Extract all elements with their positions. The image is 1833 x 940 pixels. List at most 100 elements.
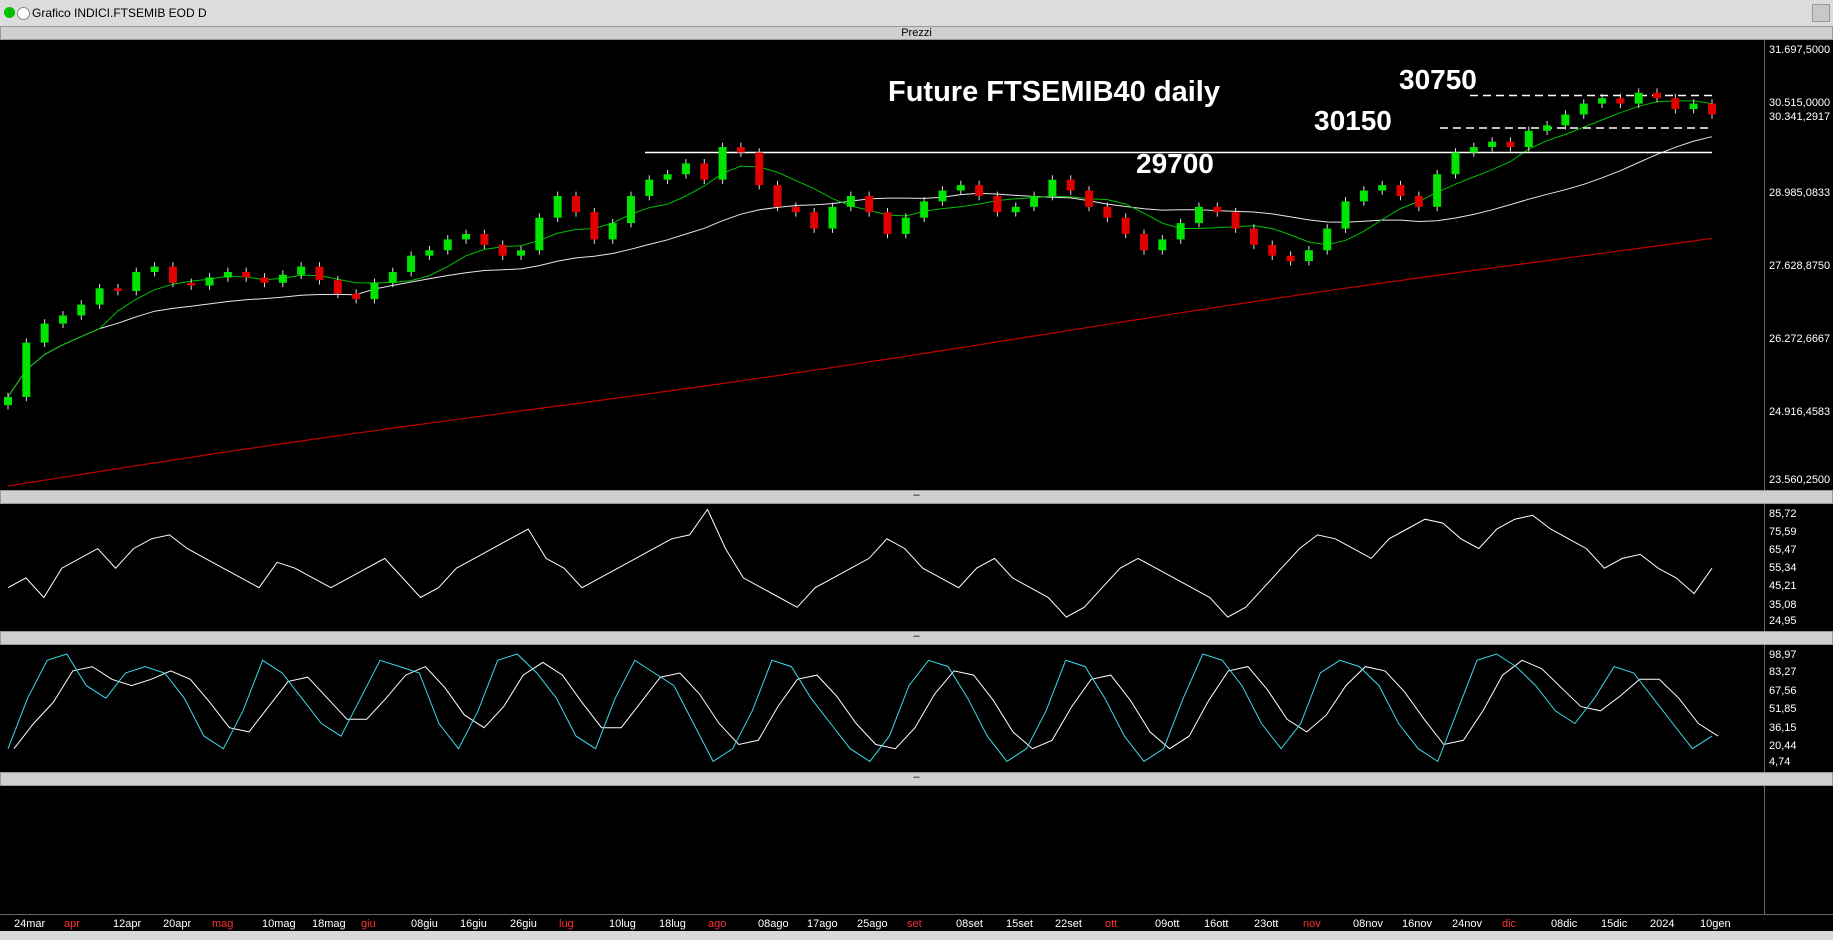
collapse-icon[interactable]: –: [913, 630, 920, 642]
candle-body: [700, 163, 709, 180]
price-pane[interactable]: [0, 40, 1764, 490]
price-axis[interactable]: 31.697,5000 30.515,0000 30.341,2917 28.9…: [1764, 40, 1833, 490]
time-axis-label: giu: [361, 918, 376, 930]
time-axis-label: 16nov: [1402, 918, 1432, 930]
price-tick: 27.628,8750: [1769, 260, 1831, 272]
time-axis-label: 23ott: [1254, 918, 1279, 930]
time-axis-label: 2024: [1650, 918, 1675, 930]
candle-body: [920, 201, 929, 218]
stoch-tick: 98,97: [1769, 649, 1797, 661]
candle-body: [1194, 206, 1203, 224]
rsi-line: [7, 508, 1713, 618]
stochastic-chart[interactable]: [0, 645, 1764, 772]
time-axis[interactable]: 24mar apr 12apr 20apr mag 10mag 18mag giu 08giu 1…: [0, 914, 1833, 932]
candle-body: [1671, 98, 1680, 110]
ma-long-line: [7, 237, 1713, 487]
chart-title-annotation: Future FTSEMIB40 daily: [888, 76, 1220, 108]
window-status-icon[interactable]: [4, 7, 15, 18]
candle-body: [1543, 125, 1552, 131]
rsi-tick: 24,95: [1769, 615, 1797, 627]
time-axis-label: 10lug: [609, 918, 636, 930]
candle-body: [443, 239, 452, 251]
candle-body: [352, 293, 361, 300]
window-titlebar: Grafico INDICI.FTSEMIB EOD D: [0, 0, 1833, 27]
time-axis-label: ott: [1105, 918, 1118, 930]
candle-body: [1158, 239, 1167, 251]
candle-body: [388, 272, 397, 283]
time-axis-label: 24nov: [1452, 918, 1482, 930]
time-axis-label: 22set: [1055, 918, 1082, 930]
candle-body: [370, 282, 379, 300]
time-axis-label: 08dic: [1551, 918, 1578, 930]
time-axis-label: ago: [708, 918, 727, 930]
time-axis-label: 10mag: [262, 918, 296, 930]
candle-body: [1085, 190, 1094, 207]
candle-body: [425, 250, 434, 256]
time-axis-label: 15dic: [1601, 918, 1628, 930]
price-pane-title: Prezzi: [901, 27, 932, 39]
stoch-axis[interactable]: 98,97 83,27 67,56 51,85 36,15 20,44 4,74: [1764, 645, 1833, 772]
candle-body: [480, 233, 489, 245]
candle-body: [1011, 206, 1020, 213]
candle-body: [755, 152, 764, 186]
rsi-pane-header[interactable]: –: [0, 490, 1833, 504]
candle-body: [1708, 103, 1716, 115]
candle-body: [1561, 114, 1570, 126]
level-low-label: 29700: [1136, 148, 1214, 179]
time-axis-label: 26giu: [510, 918, 537, 930]
price-pane-header[interactable]: Prezzi: [0, 26, 1833, 40]
candle-body: [773, 185, 782, 207]
price-tick: 31.697,5000: [1769, 44, 1831, 56]
candle-body: [975, 185, 984, 196]
candle-body: [1121, 217, 1130, 234]
rsi-chart[interactable]: [0, 504, 1764, 631]
candle-body: [1341, 201, 1350, 229]
stoch-tick: 36,15: [1769, 722, 1797, 734]
candle-body: [1524, 130, 1533, 148]
rsi-tick: 85,72: [1769, 508, 1797, 520]
price-chart[interactable]: [0, 40, 1764, 490]
candle-body: [1140, 233, 1148, 251]
ma-mid-line: [7, 136, 1713, 398]
time-axis-label: 18mag: [312, 918, 346, 930]
window-menu-icon[interactable]: [17, 7, 30, 20]
candle-body: [58, 315, 67, 324]
candle-body: [736, 147, 745, 153]
stoch-k-line: [7, 653, 1713, 763]
candle-body: [1634, 92, 1643, 104]
stoch-pane[interactable]: [0, 645, 1764, 772]
time-axis-label: 08giu: [411, 918, 438, 930]
window-close-icon[interactable]: [1812, 4, 1830, 22]
time-axis-label: apr: [64, 918, 80, 930]
rsi-tick: 45,21: [1769, 580, 1797, 592]
price-tick: 30.515,0000: [1769, 97, 1831, 109]
rsi-axis[interactable]: 85,72 75,59 65,47 55,34 45,21 35,08 24,9…: [1764, 504, 1833, 631]
empty-pane[interactable]: [0, 786, 1764, 914]
candle-body: [1396, 185, 1405, 196]
price-tick: 30.341,2917: [1769, 111, 1831, 123]
candle-body: [498, 244, 507, 256]
candle-body: [462, 233, 471, 240]
collapse-icon[interactable]: –: [913, 771, 920, 783]
rsi-tick: 65,47: [1769, 544, 1797, 556]
candle-body: [1689, 103, 1698, 110]
candle-body: [132, 272, 141, 292]
time-axis-label: 09ott: [1155, 918, 1180, 930]
candle-body: [113, 288, 122, 292]
candle-body: [1469, 147, 1478, 153]
candle-body: [535, 217, 544, 251]
collapse-icon[interactable]: –: [913, 489, 920, 501]
candle-body: [187, 282, 196, 286]
candle-body: [1451, 152, 1460, 175]
stoch-pane-header[interactable]: –: [0, 631, 1833, 645]
candle-body: [517, 250, 526, 256]
candle-body: [1030, 195, 1039, 207]
status-bar: [0, 931, 1833, 940]
rsi-pane[interactable]: [0, 504, 1764, 631]
time-axis-label: 16ott: [1204, 918, 1229, 930]
stoch-tick: 51,85: [1769, 703, 1797, 715]
candle-body: [828, 206, 837, 229]
empty-pane-header[interactable]: –: [0, 772, 1833, 786]
candle-body: [626, 195, 635, 224]
candle-body: [1506, 141, 1515, 148]
